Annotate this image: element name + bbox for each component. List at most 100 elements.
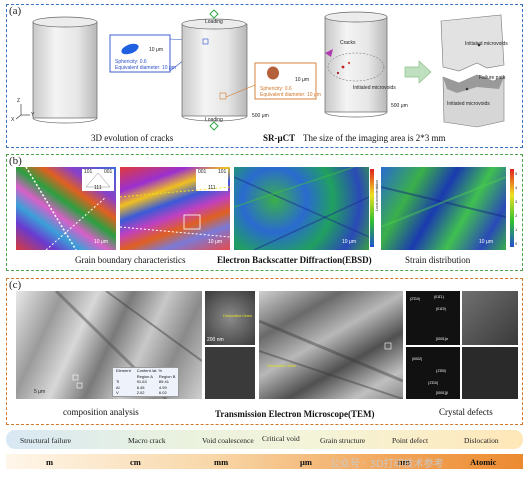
diff-label: (011̄0) [436, 307, 446, 311]
loading-bottom-label: Loading [205, 117, 223, 123]
progress-arrow [404, 60, 432, 84]
tem-inset-1: Dislocation lines 200 nm [205, 291, 255, 345]
table-cell: 6.02 [158, 390, 167, 395]
scale-word: Critical void [262, 434, 300, 443]
table-cell: 6.45 [136, 384, 145, 390]
panel-c-label: (c) [9, 279, 22, 291]
axis-x-label: X [11, 117, 15, 123]
callout2-sphericity: Sphericity: 0.6 [260, 86, 292, 92]
scale-c-inset: 200 nm [207, 337, 224, 343]
ebsd-map-2: 001 101 111 10 μm [120, 167, 230, 250]
diff-label: (1̄1̄00) [436, 369, 447, 373]
ipf2-c: 111 [208, 185, 216, 191]
colorbar-tick: 4 [515, 185, 518, 190]
table-subheader: Region B [158, 373, 176, 379]
scale-b2: 10 μm [208, 239, 222, 245]
table-cell: Ti [116, 379, 120, 384]
void-callout-blue [109, 34, 204, 73]
table-subheader: Region A [136, 373, 153, 379]
table-header: Element [116, 368, 131, 373]
callout2-scale: 10 μm [295, 77, 309, 83]
colorbar-tick: 2 [515, 213, 518, 218]
failure-path-label: Failure path [479, 75, 506, 81]
unit-label: m [46, 457, 54, 467]
zone-1: [0001]α [436, 337, 448, 341]
scale-c-main: 5 μm [34, 389, 46, 395]
tem-inset-3 [462, 291, 518, 345]
ipf2-a: 001 [198, 169, 207, 175]
unit-label: nm [398, 457, 410, 467]
unit-label: cm [130, 457, 141, 467]
panel-b-label: (b) [9, 155, 22, 167]
tem-image-main: Element Content /at. % Region A Region B T… [16, 291, 202, 399]
panel-a: (a) [6, 4, 523, 148]
initiated-microvoids-label: Initiated microvoids [353, 85, 396, 91]
specimen-cylinder-1 [32, 16, 98, 124]
scale-word: Dislocation [464, 436, 499, 445]
scale-b3: 10 μm [342, 239, 356, 245]
scale-b4: 10 μm [479, 239, 493, 245]
fractured-specimen [440, 14, 505, 128]
colorbar-2 [510, 169, 514, 247]
tem-inset-2 [205, 347, 255, 399]
panel-c: (c) Element Content /at. % Region A Region… [6, 278, 523, 425]
table-cell: V [116, 390, 119, 395]
callout1-diameter: Equivalent diameter: 10 μm [115, 65, 176, 71]
tem-inset-4 [462, 347, 518, 399]
ipf1-c: 111 [94, 185, 102, 191]
diff-label: (0002) [412, 357, 423, 361]
table-cell: Al [116, 384, 120, 390]
strain-map-2: 10 μm [381, 167, 506, 250]
initiated-microvoids-label-2: Initiated microvoids [465, 41, 508, 47]
panel-c-caption-right: Crystal defects [439, 407, 493, 417]
panel-b-caption-right: Strain distribution [405, 255, 471, 265]
composition-table: Element Content /at. % Region A Region B T… [112, 367, 180, 397]
ipf2-b: 101 [218, 169, 227, 175]
panel-a-caption-right: The size of the imaging area is 2*3 mm [303, 133, 446, 143]
table-header: Content /at. % [136, 368, 163, 373]
panel-c-caption-left: composition analysis [63, 407, 139, 417]
axis-triad [15, 104, 30, 120]
panel-a-caption-left: 3D evolution of cracks [91, 133, 174, 143]
scale-word: Void coalescence [202, 436, 254, 445]
scale-word: Grain structure [320, 436, 366, 445]
unit-bar [6, 454, 523, 469]
table-cell: 2.02 [136, 390, 145, 395]
initiated-microvoids-label-3: Initiated microvoids [447, 101, 490, 107]
dislocation-label-2: Dislocation lines [267, 363, 296, 368]
ipf1-a: 101 [84, 169, 93, 175]
panel-a-caption-mid: SR-μCT [263, 133, 296, 143]
callout1-sphericity: Sphericity: 0.6 [115, 59, 147, 65]
panel-b-caption-left: Grain boundary characteristics [75, 255, 186, 265]
diffraction-pattern-2: (0002) (1̄1̄00) (1̄1̄10) [0001]β [406, 347, 460, 399]
panel-b: (b) 101 001 111 10 μm 001 101 111 10 μm [6, 154, 523, 271]
diff-label: (2̄1̄10) [410, 297, 421, 301]
diff-label: (1̄1̄10) [428, 381, 439, 385]
scale-ribbon [6, 430, 523, 449]
table-cell: 4.99 [158, 384, 167, 390]
table-cell: 91.63 [136, 379, 147, 384]
colorbar-ticks: 5 4 3 2 1 0 [515, 167, 517, 251]
void-callout-orange [225, 62, 317, 100]
specimen-cylinder-2 [181, 9, 248, 131]
ipf1-b: 001 [104, 169, 113, 175]
specimen-cylinder-3 [324, 11, 388, 118]
axis-z-label: Z [17, 98, 21, 104]
scale-b1: 10 μm [94, 239, 108, 245]
zone-2: [0001]β [436, 391, 448, 395]
scale-500-b: 500 μm [391, 103, 408, 109]
colorbar-tick: 0 [515, 241, 518, 246]
scale-500-a: 500 μm [252, 113, 269, 119]
unit-label: Atomic [470, 457, 497, 467]
axis-y-label: Y [31, 112, 35, 118]
ebsd-map-1: 101 001 111 10 μm [16, 167, 116, 250]
tem-image-defects: Dislocation lines [259, 291, 403, 399]
panel-b-caption-mid: Electron Backscatter Diffraction(EBSD) [217, 255, 372, 265]
unit-label: mm [214, 457, 229, 467]
scale-word: Structural failure [20, 436, 72, 445]
panel-c-caption-mid: Transmission Electron Microscope(TEM) [215, 409, 375, 419]
colorbar-tick: 3 [515, 199, 518, 204]
colorbar-tick: 1 [515, 227, 518, 232]
watermark: 公众号 · 3D打印技术参考 [330, 459, 444, 470]
table-cell: 89.41 [158, 379, 169, 384]
